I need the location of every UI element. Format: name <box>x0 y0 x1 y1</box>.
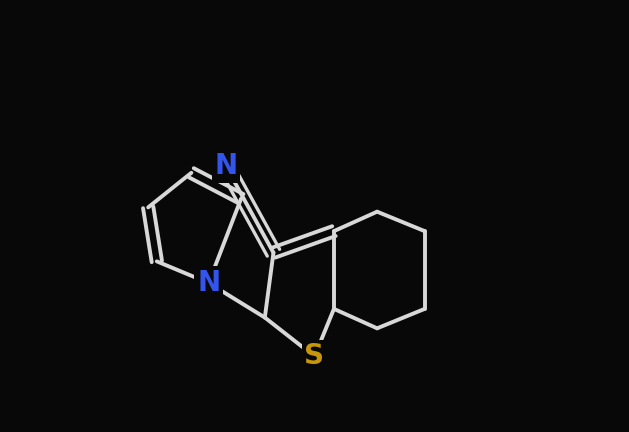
Text: N: N <box>214 152 238 180</box>
Text: S: S <box>304 343 325 370</box>
Text: N: N <box>197 269 220 297</box>
